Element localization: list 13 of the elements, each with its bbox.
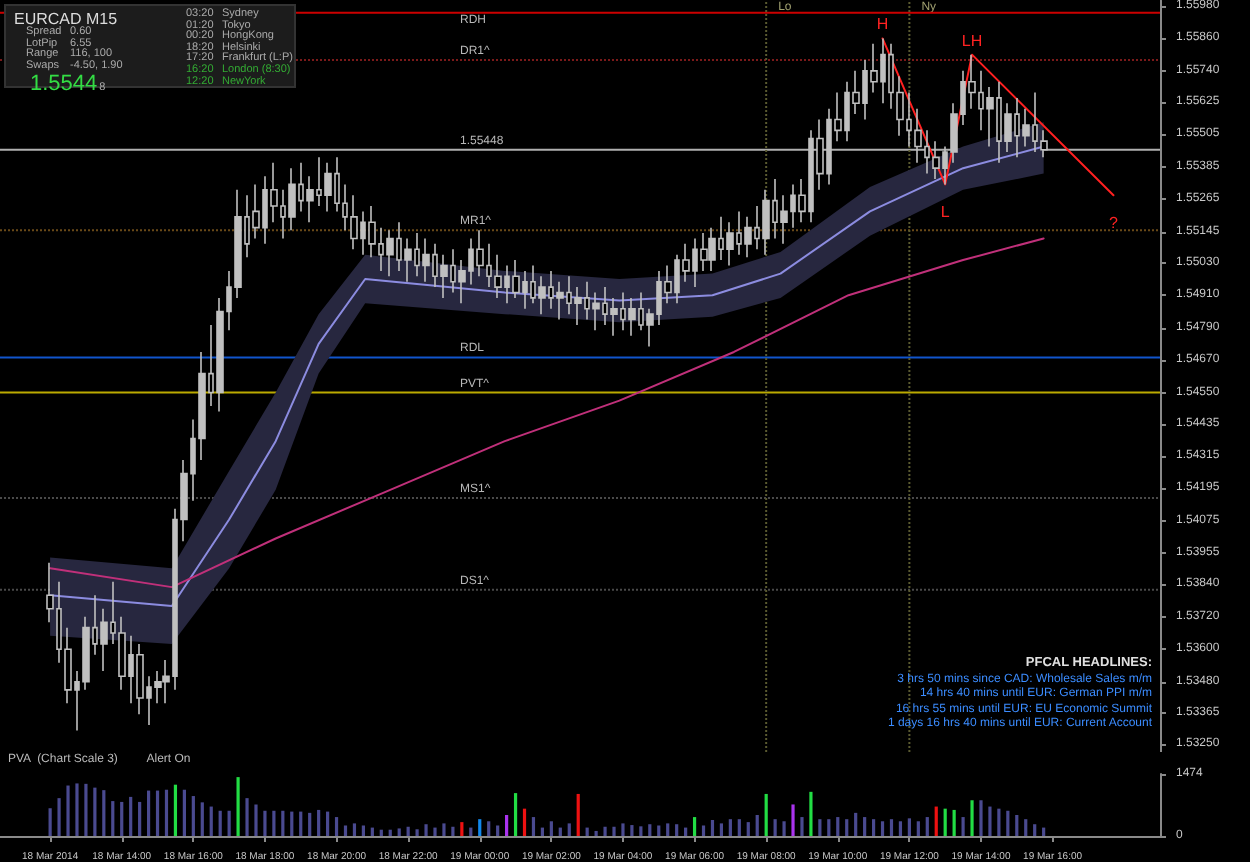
candlestick [288,167,296,232]
candlestick [324,161,332,213]
text: EURCAD M15 [14,10,120,28]
candlestick [422,237,430,283]
candlestick [628,297,636,337]
annotation: 1.5544 [30,72,98,97]
candlestick [386,229,394,278]
annotation: LH [961,31,983,50]
annotation: L [940,203,951,222]
annotation: H [876,15,889,34]
line-series [881,37,1115,197]
line-series [49,237,1045,589]
annotation: ? [1109,214,1119,233]
